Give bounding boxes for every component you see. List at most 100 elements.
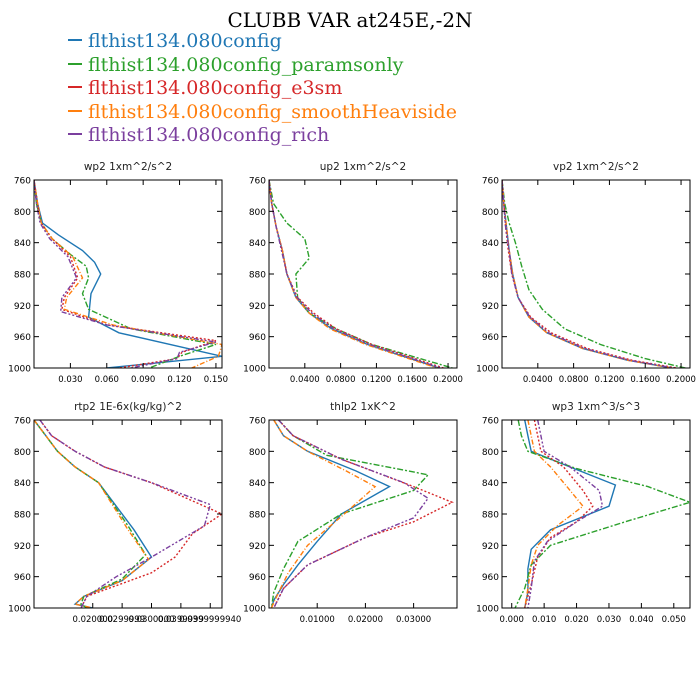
x-tick-label: 0.040 xyxy=(629,615,653,625)
x-tick-label: 0.0400 xyxy=(523,375,553,385)
series-line xyxy=(34,420,150,608)
series-line xyxy=(39,420,212,608)
y-tick-label: 840 xyxy=(14,479,31,489)
y-tick-label: 760 xyxy=(249,177,266,187)
y-tick-label: 760 xyxy=(482,417,499,427)
x-tick-label: 0.0800 xyxy=(559,375,589,385)
x-tick-label: 0.0400 xyxy=(290,375,320,385)
series-line xyxy=(273,420,454,608)
y-tick-label: 880 xyxy=(249,511,266,521)
series-line xyxy=(34,180,222,368)
plot-title: wp3 1xm^3/s^3 xyxy=(552,401,640,413)
x-tick-label: 0.2000 xyxy=(666,375,696,385)
series-line xyxy=(269,180,442,368)
series-line xyxy=(269,180,453,368)
series-group xyxy=(270,420,454,608)
x-tick-label: 0.1600 xyxy=(630,375,660,385)
series-group xyxy=(34,420,222,608)
y-tick-label: 960 xyxy=(249,333,266,343)
legend-item: flthist134.080config_smoothHeaviside xyxy=(68,101,457,125)
y-tick-label: 800 xyxy=(14,208,31,218)
y-tick-label: 880 xyxy=(482,511,499,521)
y-tick-label: 760 xyxy=(14,417,31,427)
plot-frame xyxy=(501,179,691,369)
y-tick-label: 920 xyxy=(482,302,499,312)
y-tick-label: 760 xyxy=(249,417,266,427)
x-tick-label: 0.020000 xyxy=(72,615,113,625)
y-tick-label: 840 xyxy=(482,239,499,249)
x-tick-label: 0.1600 xyxy=(397,375,427,385)
x-tick-label: 0.030 xyxy=(58,375,82,385)
plot-frame xyxy=(33,419,223,609)
plot-title: vp2 1xm^2/s^2 xyxy=(553,161,639,173)
x-tick-label: 0.090 xyxy=(131,375,155,385)
legend-label: flthist134.080config_smoothHeaviside xyxy=(88,100,457,123)
x-tick-label: 0.1200 xyxy=(595,375,625,385)
x-tick-label: 0.0300000 xyxy=(129,615,175,625)
plot-title: rtp2 1E-6x(kg/kg)^2 xyxy=(74,401,182,413)
y-tick-label: 840 xyxy=(249,479,266,489)
series-line xyxy=(270,420,392,608)
plot-panel: wp2 1xm^2/s^2 760 800 840 880 920 960 1000 0.030… xyxy=(8,161,228,385)
y-tick-label: 800 xyxy=(14,448,31,458)
y-tick-label: 1000 xyxy=(8,365,31,375)
legend-swatch xyxy=(68,39,82,41)
y-tick-label: 960 xyxy=(249,573,266,583)
y-tick-label: 920 xyxy=(249,302,266,312)
y-tick-label: 920 xyxy=(249,542,266,552)
legend-item: flthist134.080config xyxy=(68,30,457,54)
legend-item: flthist134.080config_e3sm xyxy=(68,77,457,101)
series-line xyxy=(34,180,217,368)
legend-swatch xyxy=(68,86,82,88)
series-line xyxy=(524,420,617,608)
x-tick-label: 0.010 xyxy=(532,615,556,625)
y-tick-label: 800 xyxy=(249,208,266,218)
x-tick-label: 0.03000 xyxy=(396,615,431,625)
plot-title: up2 1xm^2/s^2 xyxy=(320,161,406,173)
plot-frame xyxy=(268,179,458,369)
series-line xyxy=(34,180,217,368)
series-line xyxy=(273,420,430,608)
y-tick-label: 760 xyxy=(14,177,31,187)
x-tick-label: 0.050 xyxy=(662,615,686,625)
series-group xyxy=(502,180,686,368)
y-tick-label: 1000 xyxy=(476,365,499,375)
plot-panel: vp2 1xm^2/s^2 760 800 840 880 920 960 1000 0.040… xyxy=(476,161,696,385)
plot-panel: rtp2 1E-6x(kg/kg)^2 760 800 840 880 920 960 100… xyxy=(8,401,241,625)
y-tick-label: 1000 xyxy=(243,605,266,615)
legend-label: flthist134.080config_rich xyxy=(88,124,330,146)
legend-swatch xyxy=(68,62,82,65)
series-line xyxy=(524,420,594,608)
chart-title: CLUBB VAR at245E,-2N xyxy=(227,8,473,32)
series-line xyxy=(527,420,604,608)
legend-label: flthist134.080config_e3sm xyxy=(88,77,343,99)
series-line xyxy=(524,420,585,608)
legend-item: flthist134.080config_paramsonly xyxy=(68,54,457,78)
x-tick-label: 0.0399999940 xyxy=(179,615,241,625)
series-line xyxy=(269,180,438,368)
y-tick-label: 960 xyxy=(482,573,499,583)
y-tick-label: 960 xyxy=(14,333,31,343)
y-tick-label: 1000 xyxy=(243,365,266,375)
legend-item: flthist134.080config_rich xyxy=(68,124,457,148)
series-group xyxy=(269,180,453,368)
series-line xyxy=(502,180,686,368)
y-tick-label: 840 xyxy=(482,479,499,489)
legend-swatch xyxy=(68,133,82,135)
series-line xyxy=(34,180,222,368)
x-tick-label: 0.000 xyxy=(500,615,524,625)
y-tick-label: 800 xyxy=(482,208,499,218)
x-tick-label: 0.1200 xyxy=(362,375,392,385)
series-line xyxy=(502,180,675,368)
x-tick-label: 0.030 xyxy=(597,615,621,625)
series-line xyxy=(514,420,690,608)
x-tick-label: 0.120 xyxy=(167,375,191,385)
x-tick-label: 0.020 xyxy=(564,615,588,625)
plot-panel: thlp2 1xK^2 760 800 840 880 920 960 1000 0.01000… xyxy=(243,401,458,625)
legend-swatch xyxy=(68,109,82,112)
y-tick-label: 880 xyxy=(14,511,31,521)
series-line xyxy=(34,420,147,608)
y-tick-label: 840 xyxy=(14,239,31,249)
y-tick-label: 880 xyxy=(14,271,31,281)
